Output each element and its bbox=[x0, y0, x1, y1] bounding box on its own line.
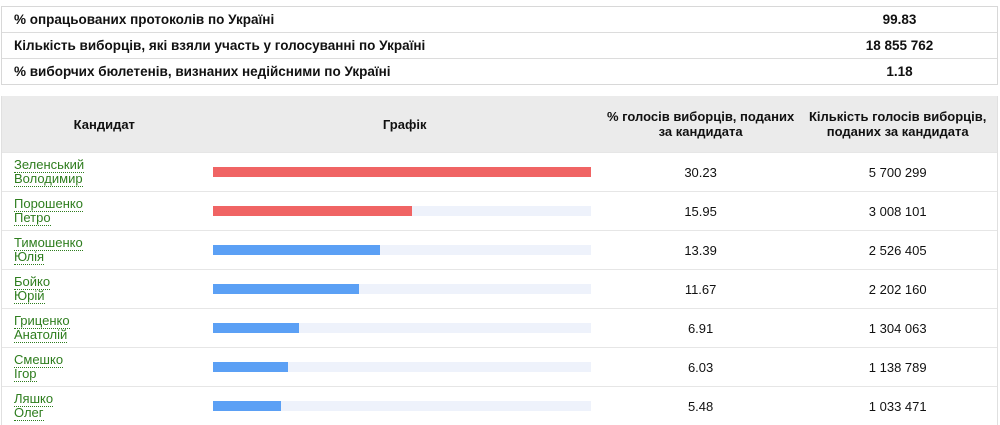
bar-fill bbox=[212, 245, 381, 255]
header-pct: % голосів виборців, поданих за кандидата bbox=[606, 109, 795, 139]
results-header: Кандидат Графік % голосів виборців, пода… bbox=[2, 96, 997, 152]
candidate-link-given[interactable]: Юрій bbox=[14, 288, 45, 304]
table-row: Гриценко Анатолій 6.91 1 304 063 bbox=[2, 308, 997, 347]
candidate-name: Бойко Юрій bbox=[2, 274, 207, 304]
candidate-pct: 6.03 bbox=[687, 359, 714, 375]
candidate-count: 1 138 789 bbox=[868, 359, 927, 375]
graph-cell bbox=[207, 167, 603, 177]
candidate-pct: 5.48 bbox=[687, 398, 714, 414]
graph-cell bbox=[207, 284, 603, 294]
candidate-pct: 30.23 bbox=[684, 164, 717, 180]
table-row: Порошенко Петро 15.95 3 008 101 bbox=[2, 191, 997, 230]
summary-label: % виборчих бюлетенів, визнаних недійсним… bbox=[14, 64, 391, 79]
candidate-name: Зеленський Володимир bbox=[2, 157, 207, 187]
candidate-link-surname[interactable]: Ляшко bbox=[14, 391, 54, 407]
summary-row: % виборчих бюлетенів, визнаних недійсним… bbox=[2, 58, 997, 84]
table-row: Тимошенко Юлія 13.39 2 526 405 bbox=[2, 230, 997, 269]
candidate-pct: 11.67 bbox=[684, 281, 717, 297]
candidate-pct: 6.91 bbox=[687, 320, 714, 336]
header-graph: Графік bbox=[382, 116, 427, 132]
candidate-count: 2 202 160 bbox=[868, 281, 927, 297]
summary-row: % опрацьованих протоколів по Україні 99.… bbox=[2, 7, 997, 32]
bar-track bbox=[212, 245, 591, 255]
bar-track bbox=[212, 362, 591, 372]
candidate-count: 1 033 471 bbox=[868, 398, 927, 414]
candidate-link-surname[interactable]: Зеленський bbox=[14, 157, 85, 173]
candidate-name: Ляшко Олег bbox=[2, 391, 207, 421]
candidate-count: 5 700 299 bbox=[868, 164, 927, 180]
candidate-link-given[interactable]: Петро bbox=[14, 210, 51, 226]
candidate-link-given[interactable]: Володимир bbox=[14, 171, 83, 187]
graph-cell bbox=[207, 206, 603, 216]
bar-fill bbox=[212, 284, 359, 294]
bar-track bbox=[212, 323, 591, 333]
candidate-link-surname[interactable]: Смешко bbox=[14, 352, 64, 368]
bar-track bbox=[212, 167, 591, 177]
graph-cell bbox=[207, 323, 603, 333]
candidate-link-given[interactable]: Олег bbox=[14, 405, 44, 421]
summary-value: 18 855 762 bbox=[865, 38, 934, 53]
candidate-name: Порошенко Петро bbox=[2, 196, 207, 226]
bar-fill bbox=[212, 323, 300, 333]
bar-fill bbox=[212, 167, 591, 177]
summary-value: 99.83 bbox=[882, 12, 917, 27]
candidate-link-given[interactable]: Юлія bbox=[14, 249, 45, 265]
candidate-link-given[interactable]: Ігор bbox=[14, 366, 37, 382]
graph-cell bbox=[207, 245, 603, 255]
bar-fill bbox=[212, 362, 289, 372]
results-table: Кандидат Графік % голосів виборців, пода… bbox=[1, 96, 998, 425]
candidate-link-surname[interactable]: Бойко bbox=[14, 274, 51, 290]
table-row: Зеленський Володимир 30.23 5 700 299 bbox=[2, 152, 997, 191]
candidate-name: Смешко Ігор bbox=[2, 352, 207, 382]
table-row: Смешко Ігор 6.03 1 138 789 bbox=[2, 347, 997, 386]
table-row: Бойко Юрій 11.67 2 202 160 bbox=[2, 269, 997, 308]
bar-track bbox=[212, 401, 591, 411]
summary-row: Кількість виборців, які взяли участь у г… bbox=[2, 32, 997, 58]
candidate-count: 2 526 405 bbox=[868, 242, 927, 258]
candidate-count: 1 304 063 bbox=[868, 320, 927, 336]
bar-fill bbox=[212, 206, 413, 216]
summary-value: 1.18 bbox=[886, 64, 913, 79]
candidate-link-surname[interactable]: Тимошенко bbox=[14, 235, 83, 251]
summary-label: % опрацьованих протоколів по Україні bbox=[14, 12, 275, 27]
summary-table: % опрацьованих протоколів по Україні 99.… bbox=[1, 6, 998, 85]
table-row: Ляшко Олег 5.48 1 033 471 bbox=[2, 386, 997, 425]
candidate-count: 3 008 101 bbox=[868, 203, 927, 219]
bar-track bbox=[212, 206, 591, 216]
results-body: Зеленський Володимир 30.23 5 700 299 Порошен… bbox=[2, 152, 997, 425]
candidate-name: Гриценко Анатолій bbox=[2, 313, 207, 343]
bar-track bbox=[212, 284, 591, 294]
graph-cell bbox=[207, 401, 603, 411]
candidate-name: Тимошенко Юлія bbox=[2, 235, 207, 265]
summary-label: Кількість виборців, які взяли участь у г… bbox=[14, 38, 426, 53]
header-count: Кількість голосів виборців, поданих за к… bbox=[809, 109, 987, 139]
graph-cell bbox=[207, 362, 603, 372]
bar-fill bbox=[212, 401, 282, 411]
candidate-pct: 15.95 bbox=[684, 203, 717, 219]
candidate-pct: 13.39 bbox=[684, 242, 717, 258]
header-candidate: Кандидат bbox=[73, 116, 135, 132]
candidate-link-surname[interactable]: Гриценко bbox=[14, 313, 70, 329]
candidate-link-given[interactable]: Анатолій bbox=[14, 327, 68, 343]
candidate-link-surname[interactable]: Порошенко bbox=[14, 196, 83, 212]
